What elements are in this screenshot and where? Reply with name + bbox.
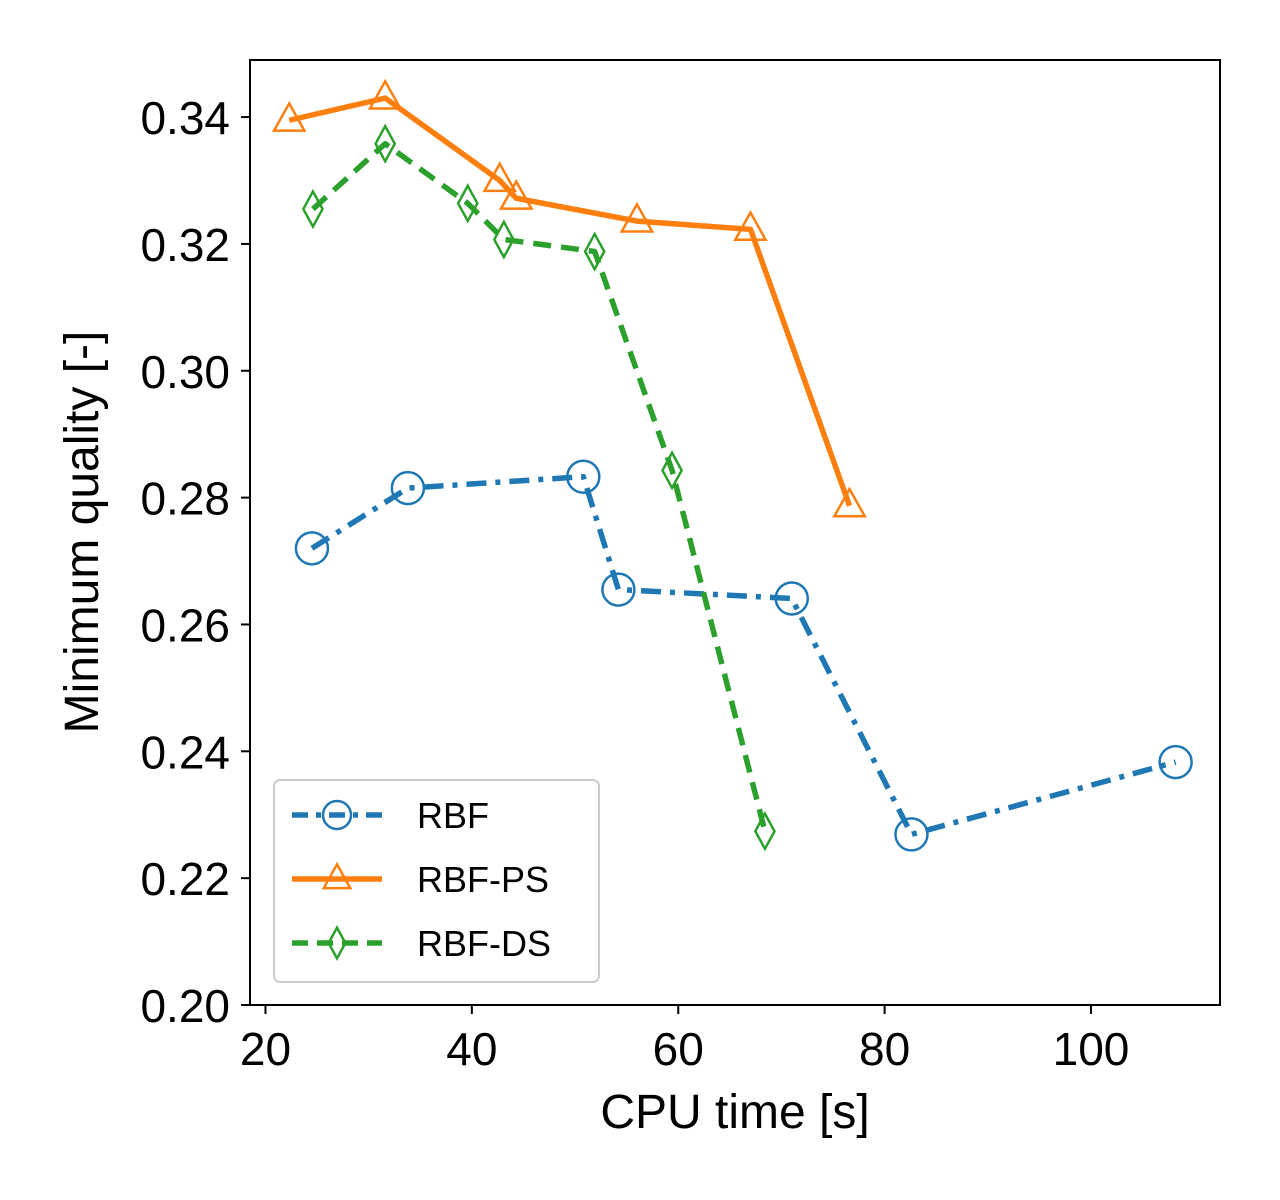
data-point-rbf-ds-1: [301, 188, 324, 230]
data-point-rbf-ps-2: [367, 78, 403, 110]
y-tick-label: 0.22: [140, 853, 230, 905]
data-point-rbf-3: [566, 459, 601, 494]
markers-layer: [271, 78, 1193, 852]
data-point-rbf-ds-6: [661, 450, 684, 491]
x-tick-label: 20: [240, 1023, 291, 1075]
data-point-rbf-7: [1158, 744, 1193, 780]
x-tick-label: 60: [653, 1023, 704, 1075]
legend-label-rbf-ps: RBF-PS: [417, 859, 549, 900]
data-point-rbf-ds-2: [374, 123, 397, 164]
series-line-rbf-ps: [288, 95, 853, 507]
legend-label-rbf-ds: RBF-DS: [417, 923, 551, 964]
x-axis-title: CPU time [s]: [600, 1086, 869, 1139]
y-tick-label: 0.30: [140, 346, 230, 398]
lines-layer: [288, 95, 1177, 838]
data-point-rbf-ds-4: [492, 219, 515, 260]
legend-marker-rbf: [321, 799, 353, 831]
x-tick-label: 40: [446, 1023, 497, 1075]
legend-box: [273, 779, 600, 983]
legend: RBF RBF-PS RBF-DS: [273, 779, 600, 983]
series-line-rbf-ds: [311, 140, 768, 832]
plot-frame: [249, 59, 1221, 1006]
data-point-rbf-2: [390, 470, 426, 506]
x-tick-label: 80: [859, 1023, 910, 1075]
legend-items: RBF RBF-PS RBF-DS: [292, 795, 551, 964]
data-point-rbf-ds-5: [583, 231, 606, 272]
data-point-rbf-ds-3: [456, 183, 479, 224]
y-tick-label: 0.34: [140, 92, 230, 144]
data-point-rbf-ps-6: [733, 209, 768, 241]
data-point-rbf-ds-7: [753, 811, 776, 852]
y-tick-label: 0.28: [140, 473, 230, 525]
data-point-rbf-ps-4: [498, 178, 534, 210]
y-tick-label: 0.24: [140, 726, 230, 778]
data-point-rbf-ps-1: [271, 100, 307, 132]
x-tick-label: 100: [1053, 1023, 1130, 1075]
y-tick-label: 0.32: [140, 219, 230, 271]
data-point-rbf-ps-5: [619, 201, 655, 233]
y-tick-label: 0.20: [140, 980, 230, 1032]
y-axis: 0.20 0.22 0.24 0.26 0.28 0.30 0.32 0.34: [140, 92, 250, 1032]
legend-label-rbf: RBF: [417, 795, 489, 836]
legend-marker-rbf-ds: [327, 924, 347, 962]
legend-marker-rbf-ps: [321, 861, 353, 890]
data-point-rbf-6: [894, 817, 929, 852]
x-axis: 20 40 60 80 100: [240, 1005, 1129, 1075]
data-point-rbf-ps-3: [482, 161, 518, 193]
data-point-rbf-4: [601, 572, 636, 607]
y-axis-title: Minimum quality [-]: [56, 331, 109, 734]
y-tick-label: 0.26: [140, 599, 230, 651]
data-point-rbf-1: [294, 531, 330, 566]
data-point-rbf-ps-7: [832, 486, 867, 518]
data-point-rbf-5: [774, 581, 810, 616]
